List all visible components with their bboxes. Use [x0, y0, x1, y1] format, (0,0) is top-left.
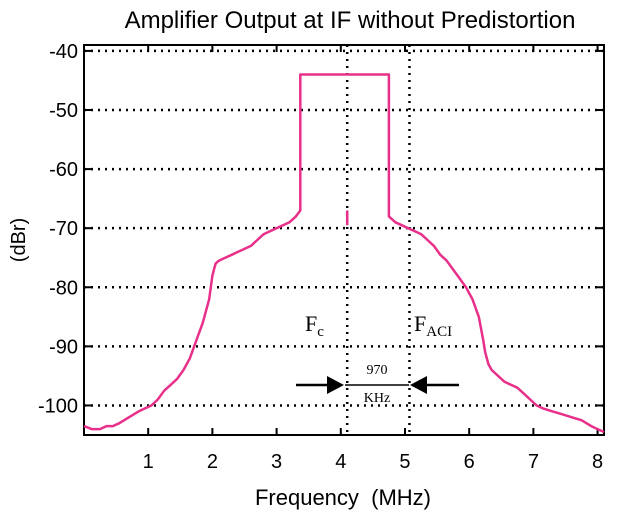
axis-ticks [84, 45, 604, 435]
chart-title: Amplifier Output at IF without Predistor… [125, 7, 576, 34]
x-axis-label: Frequency (MHz) [255, 485, 431, 510]
ytick-label-1: -50 [49, 100, 78, 122]
spacing-annotation: 970 KHz [296, 363, 459, 406]
spacing-value: 970 [367, 363, 388, 378]
xtick-label-7: 8 [592, 451, 603, 473]
ytick-label-0: -40 [49, 41, 78, 63]
ytick-label-2: -60 [49, 159, 78, 181]
right-arrow-head [410, 376, 427, 394]
xtick-label-6: 7 [528, 451, 539, 473]
fc-label-sub: c [317, 324, 324, 340]
fc-label: Fc [305, 311, 324, 340]
spacing-unit: KHz [364, 391, 390, 406]
xtick-label-3: 4 [335, 451, 346, 473]
y-axis-label: (dBr) [8, 218, 30, 262]
xtick-label-1: 2 [207, 451, 218, 473]
ytick-label-4: -80 [49, 277, 78, 299]
vertical-reference-lines [345, 45, 411, 435]
xtick-label-0: 1 [143, 451, 154, 473]
ytick-label-3: -70 [49, 218, 78, 240]
left-arrow-head [327, 376, 344, 394]
x-tick-labels: 1 2 3 4 5 6 7 8 [143, 451, 604, 473]
fc-label-main: F [305, 311, 317, 336]
gridlines [84, 49, 604, 407]
xtick-label-2: 3 [271, 451, 282, 473]
series-line [83, 73, 605, 434]
xtick-label-4: 5 [399, 451, 410, 473]
faci-label: FACI [414, 311, 452, 340]
ytick-label-6: -100 [38, 395, 78, 417]
svg-text:Fc: Fc [305, 311, 324, 340]
faci-label-sub: ACI [426, 324, 452, 340]
faci-label-main: F [414, 311, 426, 336]
y-tick-labels: -40 -50 -60 -70 -80 -90 -100 [38, 41, 78, 418]
ytick-label-5: -90 [49, 336, 78, 358]
xtick-label-5: 6 [464, 451, 475, 473]
plot-frame [83, 44, 605, 436]
svg-text:FACI: FACI [414, 311, 452, 340]
